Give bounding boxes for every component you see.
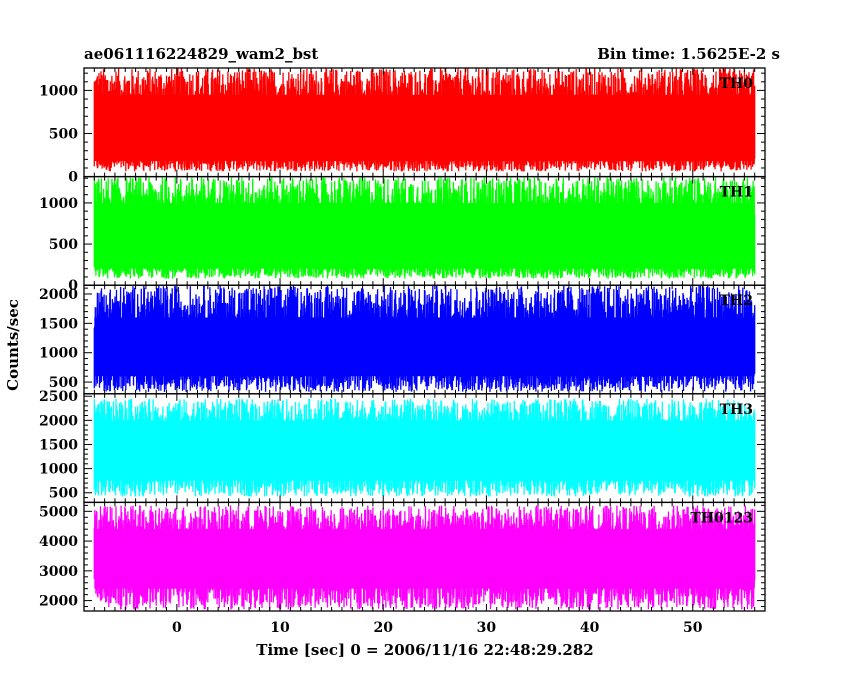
series-core-th3 bbox=[94, 420, 755, 481]
y-tick-label: 1500 bbox=[39, 437, 78, 453]
y-tick-label: 1000 bbox=[39, 346, 78, 362]
y-tick-label: 0 bbox=[68, 170, 78, 186]
panel-th0: 0 500 1000 TH0 bbox=[39, 67, 766, 186]
y-tick-label: 2000 bbox=[39, 413, 78, 429]
panel-label-th3: TH3 bbox=[720, 402, 753, 418]
y-tick-label: 500 bbox=[49, 127, 78, 143]
x-tick-label: 50 bbox=[683, 620, 703, 636]
panel-label-th0: TH0 bbox=[720, 76, 754, 92]
panel-label-th2: TH2 bbox=[720, 293, 753, 309]
x-tick-label: 20 bbox=[373, 620, 393, 636]
panel-label-th1: TH1 bbox=[720, 185, 753, 201]
y-tick-label: 500 bbox=[49, 237, 78, 253]
y-tick-label: 1000 bbox=[39, 83, 78, 99]
series-core-th2 bbox=[94, 317, 755, 377]
y-tick-label: 5000 bbox=[39, 504, 78, 520]
panel-label-th0123: TH0123 bbox=[690, 510, 753, 526]
series-core-th1 bbox=[94, 202, 755, 269]
panel-th3: 500 1000 1500 2000 2500 TH3 bbox=[39, 389, 766, 504]
series-core-th0 bbox=[94, 94, 755, 162]
x-tick-label: 30 bbox=[477, 620, 497, 636]
x-tick-label: 10 bbox=[270, 620, 290, 636]
y-tick-label: 4000 bbox=[39, 534, 78, 550]
y-tick-label: 500 bbox=[49, 375, 78, 391]
y-tick-label: 1500 bbox=[39, 316, 78, 332]
x-tick-label: 0 bbox=[172, 620, 182, 636]
y-tick-label: 2000 bbox=[39, 287, 78, 303]
y-tick-label: 1000 bbox=[39, 196, 78, 212]
panel-th2: 500 1000 1500 2000 TH2 bbox=[39, 284, 766, 395]
y-axis-title: Counts/sec bbox=[4, 299, 22, 391]
panel-th0123: 2000 3000 4000 5000 TH0123 bbox=[39, 501, 766, 612]
x-axis-title: Time [sec] 0 = 2006/11/16 22:48:29.282 bbox=[256, 641, 593, 659]
y-tick-label: 3000 bbox=[39, 564, 78, 580]
bin-time-label: Bin time: 1.5625E-2 s bbox=[597, 45, 780, 63]
panel-th1: 0 500 1000 TH1 bbox=[39, 175, 766, 294]
chart-title: ae061116224829_wam2_bst bbox=[84, 45, 318, 63]
y-tick-label: 0 bbox=[68, 278, 78, 294]
x-tick-label: 40 bbox=[580, 620, 600, 636]
y-tick-label: 500 bbox=[49, 486, 78, 502]
y-tick-label: 2000 bbox=[39, 594, 78, 610]
y-tick-label: 1000 bbox=[39, 462, 78, 478]
series-core-th0123 bbox=[94, 529, 755, 589]
y-tick-label: 2500 bbox=[39, 389, 78, 405]
